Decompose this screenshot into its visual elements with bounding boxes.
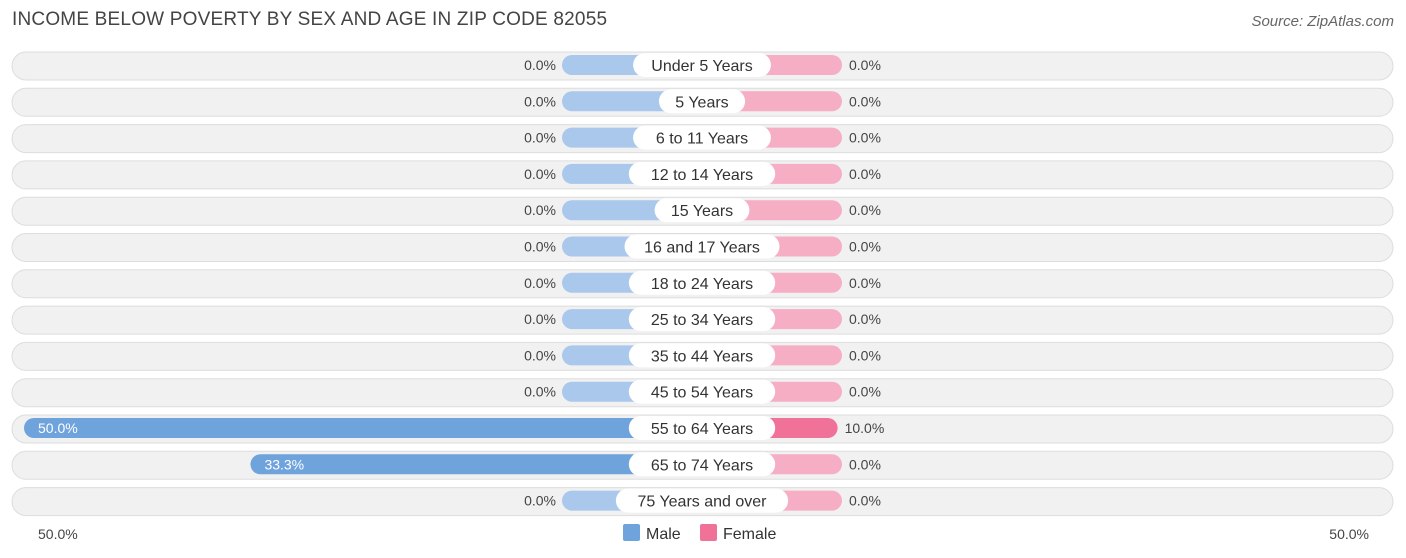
category-pill [654,198,750,223]
category-label: 5 Years [675,94,728,111]
female-value-label: 0.0% [849,93,881,109]
axis-right-label: 50.0% [1329,526,1369,542]
female-value-label: 0.0% [849,166,881,182]
female-value-label: 0.0% [849,57,881,73]
male-value-label: 0.0% [524,239,556,255]
chart-title: INCOME BELOW POVERTY BY SEX AND AGE IN Z… [12,9,608,30]
category-label: 12 to 14 Years [651,167,753,184]
male-value-label: 0.0% [524,493,556,509]
category-pill [624,234,780,259]
category-label: 65 to 74 Years [651,457,753,474]
male-bar [250,454,702,475]
female-value-label: 0.0% [849,202,881,218]
category-pill [628,379,776,404]
male-value-label: 0.0% [524,202,556,218]
male-value-label: 0.0% [524,384,556,400]
male-value-label: 0.0% [524,57,556,73]
female-value-label: 0.0% [849,456,881,472]
female-value-label: 0.0% [849,311,881,327]
female-value-label: 0.0% [849,239,881,255]
category-pill [633,53,771,77]
category-pill [633,125,771,150]
category-label: 35 to 44 Years [651,348,753,365]
category-pill [615,488,789,513]
category-label: 6 to 11 Years [656,131,748,148]
legend-male-swatch [623,524,640,541]
male-value-label: 0.0% [524,130,556,146]
category-pill [628,307,776,332]
male-value-label: 0.0% [524,311,556,327]
category-label: 45 to 54 Years [651,385,753,402]
chart-source: Source: ZipAtlas.com [1251,13,1394,30]
category-pill [628,270,776,295]
category-pill [628,452,776,477]
male-value-label: 0.0% [524,347,556,363]
legend-female-swatch [700,524,717,541]
axis-left-label: 50.0% [38,526,78,542]
male-value-label: 0.0% [524,93,556,109]
category-label: 55 to 64 Years [651,421,753,438]
female-value-label: 0.0% [849,347,881,363]
female-value-label: 0.0% [849,384,881,400]
category-pill [628,343,776,368]
male-value-label: 50.0% [38,420,78,436]
category-label: 15 Years [671,203,733,220]
female-value-label: 0.0% [849,275,881,291]
category-label: 16 and 17 Years [644,240,760,257]
male-value-label: 0.0% [524,275,556,291]
category-label: 25 to 34 Years [651,312,753,329]
legend-male-label: Male [646,526,681,543]
category-label: 18 to 24 Years [651,276,753,293]
male-value-label: 33.3% [264,456,304,472]
category-pill [628,161,776,186]
female-value-label: 0.0% [849,130,881,146]
female-value-label: 0.0% [849,493,881,509]
category-pill [628,416,776,440]
legend-female-label: Female [723,526,776,543]
category-label: Under 5 Years [651,58,752,75]
male-bar [24,418,702,438]
category-pill [658,89,746,114]
male-value-label: 0.0% [524,166,556,182]
female-value-label: 10.0% [845,420,885,436]
category-label: 75 Years and over [638,494,768,511]
